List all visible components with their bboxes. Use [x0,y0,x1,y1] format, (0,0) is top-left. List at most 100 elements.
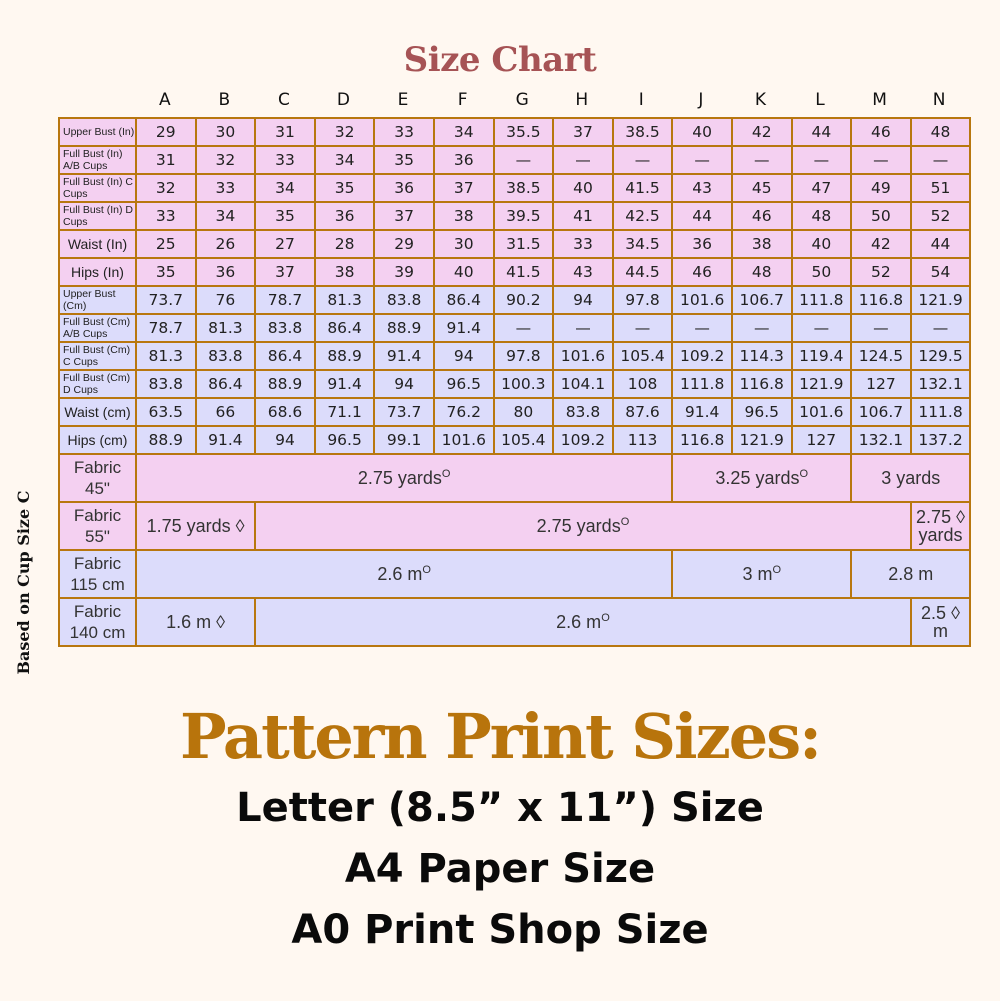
cell-value: — [671,313,733,343]
cell-value: 88.9 [254,369,316,399]
cell-value: 91.4 [432,313,495,343]
cell-value: 88.9 [135,425,197,455]
cell-value: 86.4 [313,313,376,343]
fabric-row: Fabric 45" 2.75 yardsO 3.25 yardsO 3 yards [58,453,972,503]
cell-value: 94 [552,285,614,315]
size-header: J [698,90,704,110]
row-label: Hips (cm) [58,425,137,455]
cell-value: 33 [135,201,197,231]
fabric-label: Fabric 115 cm [58,549,137,599]
cell-value: 101.6 [432,425,495,455]
fabric-row: Fabric 55" 1.75 yards ◊ 2.75 yardsO 2.75 ◊ … [58,501,972,551]
fabric-amount: 2.6 mO [134,549,674,599]
size-header: D [336,90,351,110]
fabric-row: Fabric 140 cm 1.6 m ◊ 2.6 mO 2.5 ◊ m [58,597,972,647]
cell-value: 30 [432,229,495,259]
row-label: Hips (In) [58,257,137,287]
cell-value: 36 [373,173,435,203]
size-header: C [277,90,290,110]
chart-title: Size Chart [403,40,597,80]
table-row: Upper Bust (In) 29 30 31 32 33 34 35.5 37 38.5 40 4… [58,117,972,147]
cell-value: — [492,145,555,175]
cell-value: 41.5 [611,173,674,203]
cell-value: 28 [313,229,376,259]
cell-value: 91.4 [373,341,435,371]
fabric-amount: 2.75 yardsO [254,501,912,551]
cell-value: 87.6 [611,397,674,427]
cell-value: 37 [432,173,495,203]
row-label: Upper Bust (In) [58,117,137,147]
fabric-amount: 2.8 m [850,549,972,599]
cell-value: — [671,145,733,175]
size-header: I [638,90,644,110]
fabric-amount-text: 1.6 m ◊ [166,611,226,632]
table-row: Full Bust (Cm) D Cups 83.8 86.4 88.9 91.4 94 9… [58,369,972,399]
cell-value: 42.5 [611,201,674,231]
cell-value: 111.8 [909,397,972,427]
cell-value: 96.5 [730,397,793,427]
fabric-amount-text: 2.6 m [377,563,423,584]
cell-value: 132.1 [850,425,912,455]
note-mark: O [772,563,782,576]
cell-value: 52 [909,201,972,231]
cell-value: 137.2 [909,425,972,455]
fabric-amount-text: 3 yards [881,467,941,488]
table-row: Full Bust (In) A/B Cups 31 32 33 34 35 36— — — — —… [58,145,972,175]
cell-value: 88.9 [373,313,435,343]
cell-value: 42 [730,117,793,147]
cell-value: 86.4 [432,285,495,315]
table-row: Hips (In) 35 36 37 38 39 40 41.5 43 44.5 46 48 50 52 5… [58,257,972,287]
cell-value: 105.4 [611,341,674,371]
cell-value: 40 [552,173,614,203]
cell-value: 38.5 [492,173,555,203]
note-mark: O [620,515,630,528]
cell-value: 35 [313,173,376,203]
cell-value: — [492,313,555,343]
cell-value: — [909,313,972,343]
cell-value: 44 [909,229,972,259]
cell-value: 68.6 [254,397,316,427]
cell-value: 31 [135,145,197,175]
cell-value: 111.8 [790,285,853,315]
print-size-letter: Letter (8.5” x 11”) Size [236,785,764,831]
cell-value: 36 [432,145,495,175]
cell-value: 83.8 [373,285,435,315]
cell-value: 127 [850,369,912,399]
cell-value: 46 [671,257,733,287]
cell-value: 96.5 [313,425,376,455]
row-label: Full Bust (Cm) D Cups [58,369,137,399]
row-label: Waist (In) [58,229,137,259]
table-row: Upper Bust (Cm) 73.7 76 78.7 81.3 83.8 86.4 90.… [58,285,972,315]
cell-value: 32 [194,145,257,175]
cell-value: 81.3 [313,285,376,315]
cell-value: 35 [373,145,435,175]
fabric-amount: 3 mO [671,549,853,599]
table-row: Full Bust (In) C Cups 32 33 34 35 36 37 38.5 40 4… [58,173,972,203]
cell-value: 76.2 [432,397,495,427]
cell-value: 109.2 [671,341,733,371]
size-header: B [218,90,231,110]
cell-value: 116.8 [671,425,733,455]
cell-value: — [730,145,793,175]
cell-value: 38.5 [611,117,674,147]
cell-value: 41 [552,201,614,231]
fabric-amount: 1.75 yards ◊ [134,501,257,551]
cell-value: 33 [254,145,316,175]
note-mark: O [799,467,809,480]
cell-value: 38 [730,229,793,259]
cell-value: 37 [254,257,316,287]
fabric-amount-text: 2.8 m [888,563,934,584]
fabric-amount: 2.75 yardsO [134,453,674,503]
row-label: Full Bust (Cm) A/B Cups [58,313,137,343]
cell-value: 114.3 [730,341,793,371]
cell-value: 39.5 [492,201,555,231]
cell-value: 49 [850,173,912,203]
cell-value: 81.3 [135,341,197,371]
cell-value: 45 [730,173,793,203]
print-size-a0: A0 Print Shop Size [291,907,709,953]
cell-value: 121.9 [790,369,853,399]
fabric-row: Fabric 115 cm 2.6 mO 3 mO 2.8 m [58,549,972,599]
row-label: Full Bust (Cm) C Cups [58,341,137,371]
cell-value: 66 [194,397,257,427]
cell-value: 32 [313,117,376,147]
